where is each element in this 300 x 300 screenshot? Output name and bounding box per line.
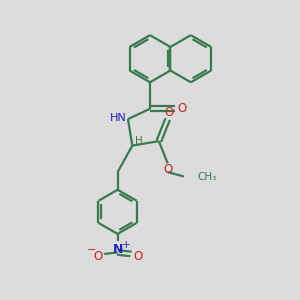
Text: CH₃: CH₃ <box>197 172 216 182</box>
Text: −: − <box>86 245 96 255</box>
Text: O: O <box>163 163 172 176</box>
Text: O: O <box>164 106 174 119</box>
Text: O: O <box>93 250 102 262</box>
Text: +: + <box>122 240 131 250</box>
Text: N: N <box>113 243 123 256</box>
Text: HN: HN <box>110 112 127 123</box>
Text: O: O <box>134 250 143 262</box>
Text: O: O <box>177 102 186 115</box>
Text: H: H <box>135 136 143 146</box>
